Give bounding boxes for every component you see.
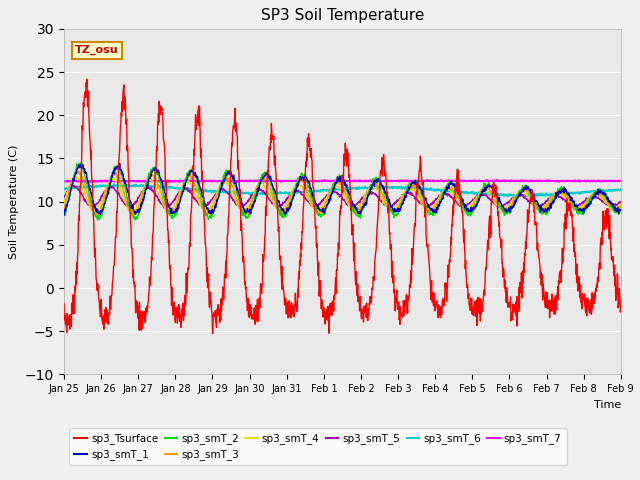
X-axis label: Time: Time <box>593 400 621 409</box>
Y-axis label: Soil Temperature (C): Soil Temperature (C) <box>10 144 19 259</box>
Text: TZ_osu: TZ_osu <box>75 45 119 55</box>
Title: SP3 Soil Temperature: SP3 Soil Temperature <box>260 9 424 24</box>
Legend: sp3_Tsurface, sp3_smT_1, sp3_smT_2, sp3_smT_3, sp3_smT_4, sp3_smT_5, sp3_smT_6, : sp3_Tsurface, sp3_smT_1, sp3_smT_2, sp3_… <box>69 428 567 466</box>
